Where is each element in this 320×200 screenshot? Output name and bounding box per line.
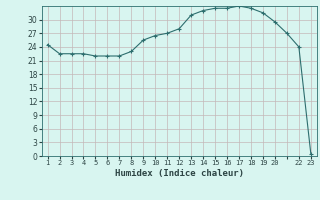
X-axis label: Humidex (Indice chaleur): Humidex (Indice chaleur) xyxy=(115,169,244,178)
